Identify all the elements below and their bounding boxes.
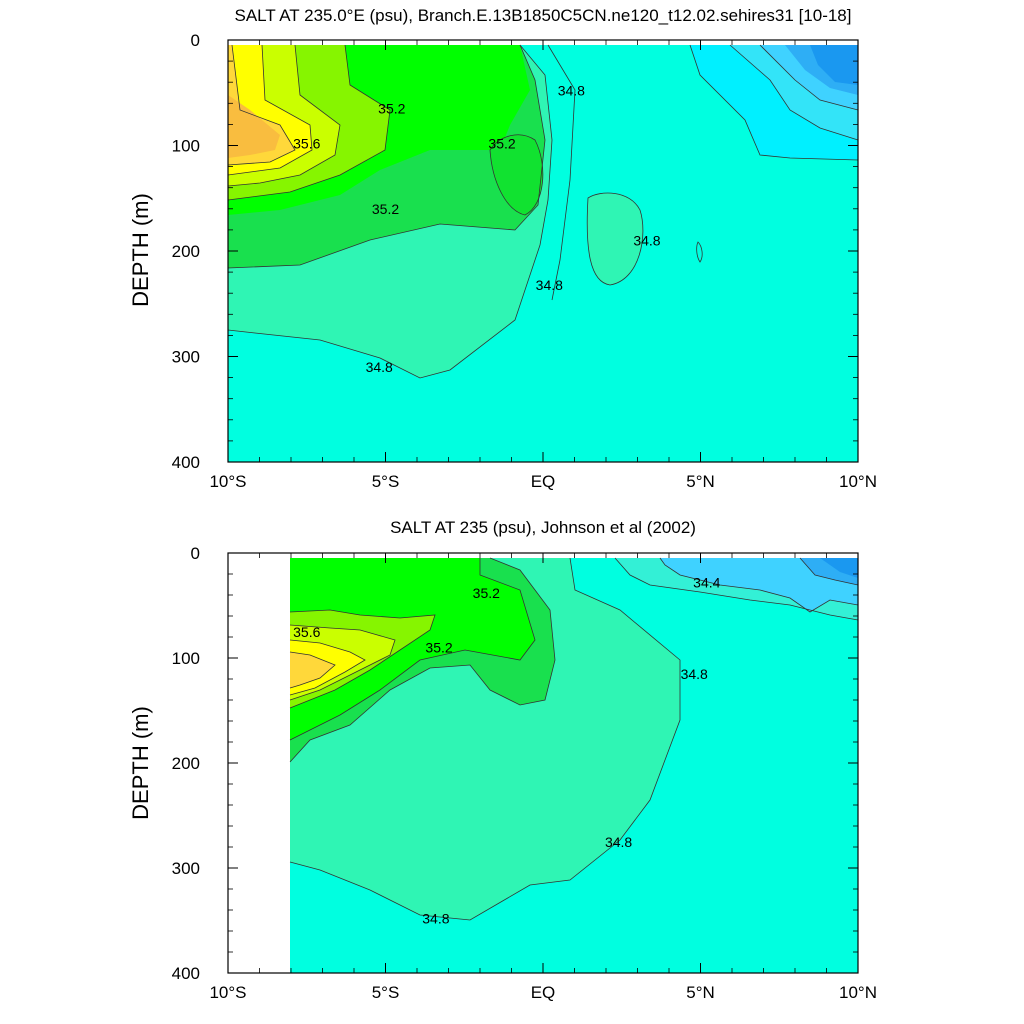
bottom-contour <box>614 557 859 621</box>
bottom-contour-label: 35.6 <box>293 624 320 640</box>
bottom-y-tick-label: 0 <box>191 544 200 563</box>
top-x-tick-label: 10°N <box>839 472 877 491</box>
bottom-contour <box>799 557 859 586</box>
top-contour <box>586 192 644 286</box>
bottom-contour-labels: 35.2 35.6 35.2 34.4 34.8 34.8 34.8 <box>293 574 721 926</box>
top-y-axis-label: DEPTH (m) <box>128 193 153 307</box>
top-x-tick-label: EQ <box>531 472 556 491</box>
bottom-contour-label: 35.2 <box>425 640 452 656</box>
top-contour-label: 35.2 <box>378 101 405 117</box>
bottom-contour <box>289 557 681 921</box>
bottom-contour-label: 34.4 <box>693 574 720 590</box>
bottom-x-tick-label: 10°S <box>209 983 246 1002</box>
top-panel: SALT AT 235.0°E (psu), Branch.E.13B1850C… <box>128 6 877 491</box>
top-chart-title: SALT AT 235.0°E (psu), Branch.E.13B1850C… <box>235 6 852 25</box>
top-fill-35.2-patch <box>490 134 543 215</box>
top-contour <box>227 44 296 166</box>
top-contour-label: 34.8 <box>633 232 660 248</box>
bottom-contour <box>289 558 536 741</box>
bottom-y-tick-label: 100 <box>172 649 200 668</box>
bottom-contour-label: 34.8 <box>605 834 632 850</box>
bottom-axis-ticks: 10°S 5°S EQ 5°N 10°N 0 100 200 300 400 <box>172 544 877 1002</box>
top-fill-34.2 <box>810 45 858 85</box>
bottom-x-tick-label: 5°N <box>686 983 715 1002</box>
top-y-tick-label: 200 <box>172 242 200 261</box>
top-y-tick-label: 400 <box>172 453 200 472</box>
top-contour <box>689 44 859 161</box>
bottom-fill-34.0 <box>820 558 858 578</box>
top-contour-label: 34.8 <box>366 359 393 375</box>
top-fill <box>228 45 858 462</box>
top-contour <box>759 44 859 111</box>
top-y-tick-label: 300 <box>172 348 200 367</box>
bottom-fill-34.4 <box>660 558 858 612</box>
top-x-tick-label: 5°N <box>686 472 715 491</box>
bottom-contour-label: 34.8 <box>422 910 449 926</box>
bottom-contour-label: 35.2 <box>473 585 500 601</box>
top-contour <box>227 44 391 201</box>
top-contour-label: 34.8 <box>536 277 563 293</box>
bottom-fill-35.2 <box>290 558 535 740</box>
top-contour-labels: 35.2 35.6 35.2 34.8 35.2 34.8 34.8 34.8 <box>293 83 661 375</box>
top-axis-ticks: 10°S 5°S EQ 5°N 10°N 0 100 200 300 400 <box>172 31 877 491</box>
bottom-contour-label: 34.8 <box>681 666 708 682</box>
top-y-tick-label: 100 <box>172 137 200 156</box>
top-y-tick-label: 0 <box>191 31 200 50</box>
bottom-fill <box>290 558 858 973</box>
top-fill-35.0-patch <box>587 193 643 285</box>
top-contour <box>489 134 544 216</box>
top-contour <box>227 44 553 379</box>
bottom-x-tick-label: 10°N <box>839 983 877 1002</box>
top-x-tick-label: 5°S <box>372 472 400 491</box>
bottom-x-tick-label: EQ <box>531 983 556 1002</box>
top-contour-lines <box>227 44 859 379</box>
bottom-y-axis-label: DEPTH (m) <box>128 706 153 820</box>
bottom-contour <box>289 624 396 701</box>
bottom-y-tick-label: 300 <box>172 859 200 878</box>
top-contour-label: 35.2 <box>488 135 515 151</box>
top-contour <box>227 44 546 269</box>
bottom-contour <box>289 651 336 689</box>
bottom-y-tick-label: 200 <box>172 754 200 773</box>
bottom-chart-title: SALT AT 235 (psu), Johnson et al (2002) <box>390 518 696 537</box>
top-contour <box>227 44 341 187</box>
bottom-contour <box>659 557 859 613</box>
bottom-contour <box>289 557 556 763</box>
bottom-y-tick-label: 400 <box>172 964 200 983</box>
bottom-x-tick-label: 5°S <box>372 983 400 1002</box>
top-contour-label: 35.2 <box>372 201 399 217</box>
bottom-fill-35.6 <box>290 652 335 688</box>
top-contour <box>547 44 576 301</box>
bottom-contour <box>289 609 436 709</box>
bottom-contour-lines <box>289 557 859 921</box>
top-contour-label: 35.6 <box>293 135 320 151</box>
top-contour-label: 34.8 <box>558 83 585 99</box>
bottom-panel: SALT AT 235 (psu), Johnson et al (2002) <box>128 518 877 1002</box>
top-contour <box>696 241 703 263</box>
bottom-contour <box>289 639 366 696</box>
top-contour <box>227 44 313 176</box>
top-x-tick-label: 10°S <box>209 472 246 491</box>
top-contour <box>729 44 859 141</box>
